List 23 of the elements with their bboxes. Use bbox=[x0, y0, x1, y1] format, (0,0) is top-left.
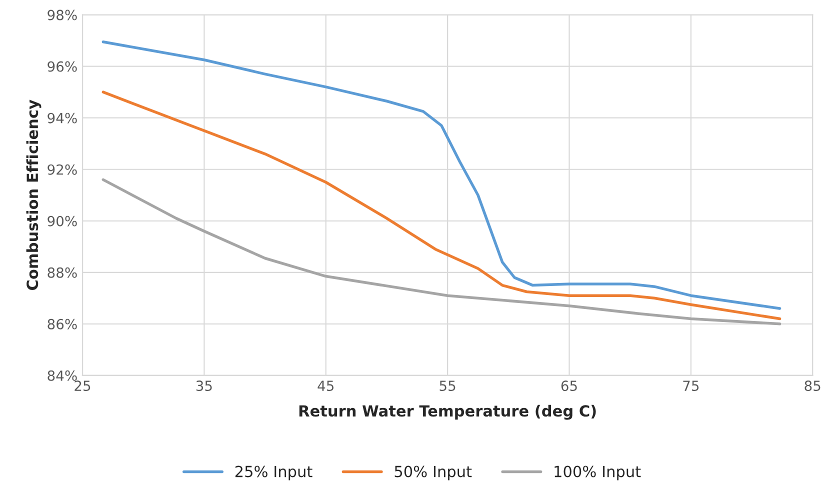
legend-label: 25% Input bbox=[235, 466, 312, 480]
x-tick-label: 85 bbox=[804, 380, 820, 392]
y-tick-label: 92% bbox=[48, 164, 77, 175]
legend-label: 100% Input bbox=[554, 466, 641, 480]
y-tick-label: 98% bbox=[48, 10, 77, 20]
y-tick-label: 88% bbox=[48, 267, 77, 278]
x-tick-label: 75 bbox=[683, 380, 699, 392]
y-tick-label: 84% bbox=[48, 370, 77, 381]
x-tick-label: 55 bbox=[440, 380, 456, 392]
line-series bbox=[102, 90, 782, 320]
line-series bbox=[102, 40, 782, 310]
x-tick-label: 35 bbox=[196, 380, 212, 392]
x-tick-label: 25 bbox=[74, 380, 90, 392]
x-tick-label: 45 bbox=[318, 380, 334, 392]
y-tick-label: 94% bbox=[48, 112, 77, 124]
y-tick-label: 96% bbox=[48, 61, 77, 72]
y-tick-label: 90% bbox=[48, 216, 77, 226]
x-tick-label: 65 bbox=[561, 380, 577, 392]
line-series bbox=[102, 178, 782, 326]
y-tick-label: 86% bbox=[48, 318, 77, 330]
y-axis-title: Combustion Efficiency bbox=[26, 100, 42, 290]
x-axis-title: Return Water Temperature (deg C) bbox=[299, 404, 596, 420]
legend-label: 50% Input bbox=[394, 466, 472, 480]
